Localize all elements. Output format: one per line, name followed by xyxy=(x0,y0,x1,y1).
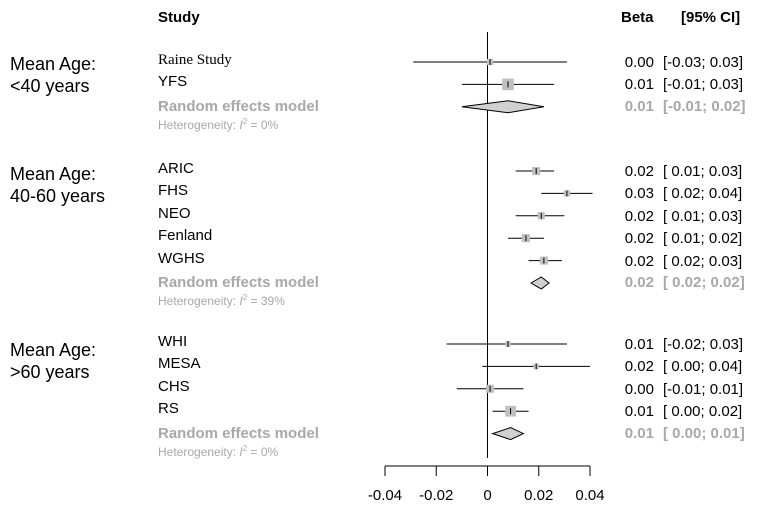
summary-diamond xyxy=(461,100,544,114)
model-ci-value: [ 0.00; 0.01] xyxy=(663,424,745,442)
heterogeneity-symbol: I xyxy=(239,444,243,459)
heterogeneity-label: Heterogeneity: I2 = 0% xyxy=(158,117,278,132)
heterogeneity-label: Heterogeneity: I2 = 39% xyxy=(158,293,285,308)
x-tick-label: -0.02 xyxy=(419,487,454,504)
summary-diamond xyxy=(530,276,550,290)
group-label: Mean Age: >60 years xyxy=(10,340,97,382)
study-name: FHS xyxy=(158,182,188,200)
heterogeneity-value: = 0% xyxy=(247,117,279,132)
ci-column-header: [95% CI] xyxy=(681,9,741,26)
beta-value: 0.02 xyxy=(624,163,654,180)
beta-column-header: Beta xyxy=(621,9,654,26)
ci-value: [ 0.00; 0.02] xyxy=(663,403,743,421)
heterogeneity-symbol: I xyxy=(239,117,243,132)
ci-value: [ 0.01; 0.03] xyxy=(663,163,743,180)
study-name: Fenland xyxy=(158,227,213,245)
beta-value: 0.01 xyxy=(624,336,654,353)
beta-value: 0.02 xyxy=(624,230,654,248)
heterogeneity-symbol: I xyxy=(239,294,243,308)
summary-diamond xyxy=(491,427,525,441)
beta-value: 0.00 xyxy=(624,380,654,398)
study-name: CHS xyxy=(158,377,190,395)
group-label: Mean Age: <40 years xyxy=(10,54,97,96)
ci-value: [-0.01; 0.01] xyxy=(663,380,744,398)
ci-value: [ 0.02; 0.04] xyxy=(663,185,743,203)
ci-value: [ 0.01; 0.03] xyxy=(663,207,743,225)
study-name: ARIC xyxy=(158,160,194,177)
ci-value: [ 0.02; 0.03] xyxy=(663,252,743,270)
study-column-header: Study xyxy=(158,9,200,26)
beta-value: 0.00 xyxy=(624,54,654,71)
beta-value: 0.02 xyxy=(624,252,654,270)
study-name: Raine Study xyxy=(158,52,232,68)
model-label: Random effects model xyxy=(158,97,319,115)
model-beta-value: 0.02 xyxy=(624,274,654,291)
heterogeneity-superscript: 2 xyxy=(242,116,248,126)
study-name: WGHS xyxy=(158,249,205,267)
model-ci-value: [-0.01; 0.02] xyxy=(663,97,746,115)
model-beta-value: 0.01 xyxy=(624,424,654,442)
heterogeneity-value: = 0% xyxy=(247,444,279,459)
beta-value: 0.02 xyxy=(624,358,654,376)
model-ci-value: [ 0.02; 0.02] xyxy=(663,274,745,291)
ci-value: [-0.02; 0.03] xyxy=(663,336,744,353)
study-name: YFS xyxy=(158,73,188,91)
ci-value: [-0.03; 0.03] xyxy=(663,54,744,71)
heterogeneity-prefix: Heterogeneity: xyxy=(158,444,240,459)
heterogeneity-prefix: Heterogeneity: xyxy=(158,117,240,132)
ci-value: [ 0.01; 0.02] xyxy=(663,230,743,248)
heterogeneity-value: = 39% xyxy=(247,294,285,308)
beta-value: 0.01 xyxy=(624,76,654,94)
heterogeneity-superscript: 2 xyxy=(242,443,248,453)
study-name: MESA xyxy=(158,355,201,373)
x-tick-label: 0.02 xyxy=(524,487,554,504)
study-name: WHI xyxy=(158,333,188,350)
study-name: RS xyxy=(158,400,179,418)
ci-value: [ 0.00; 0.04] xyxy=(663,358,743,376)
beta-value: 0.03 xyxy=(624,185,654,203)
heterogeneity-superscript: 2 xyxy=(242,293,248,302)
x-tick-label: 0 xyxy=(483,487,492,504)
group-label: Mean Age: 40-60 years xyxy=(10,164,106,206)
beta-value: 0.02 xyxy=(624,207,654,225)
ci-value: [-0.01; 0.03] xyxy=(663,76,744,94)
x-tick-label: -0.04 xyxy=(367,487,403,504)
study-name: NEO xyxy=(158,204,191,222)
model-beta-value: 0.01 xyxy=(624,97,654,115)
model-label: Random effects model xyxy=(158,274,319,291)
x-tick-label: 0.04 xyxy=(575,487,605,504)
beta-value: 0.01 xyxy=(624,403,654,421)
heterogeneity-label: Heterogeneity: I2 = 0% xyxy=(158,444,278,459)
model-label: Random effects model xyxy=(158,424,319,442)
heterogeneity-prefix: Heterogeneity: xyxy=(158,294,240,308)
